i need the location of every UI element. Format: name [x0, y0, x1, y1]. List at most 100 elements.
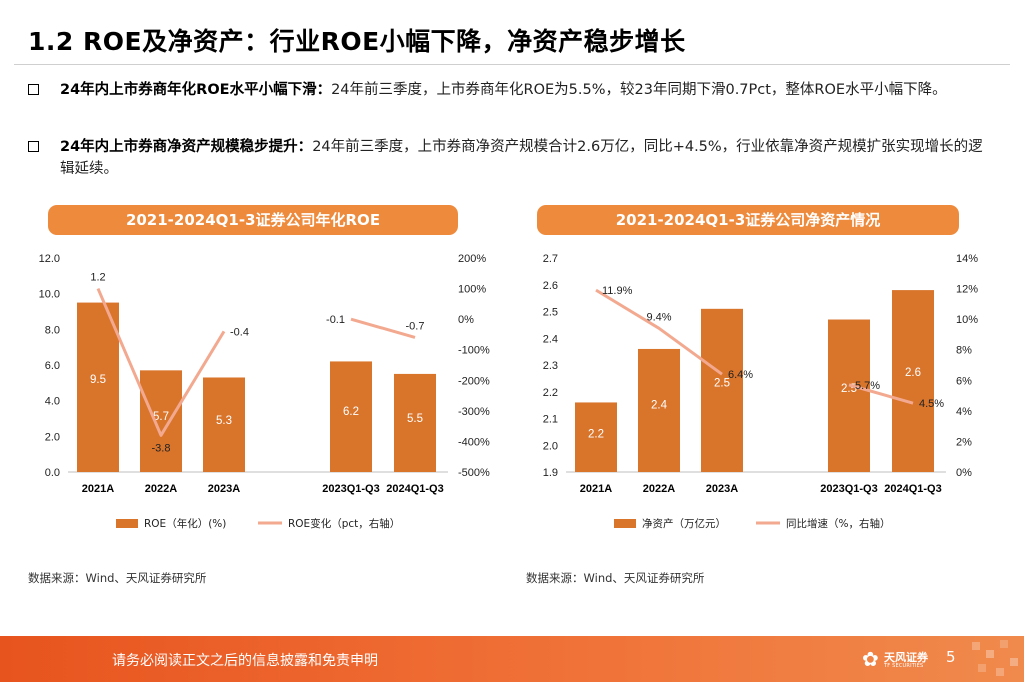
bar [638, 348, 680, 472]
legend-line-label: 同比增速（%，右轴） [786, 517, 890, 530]
left-axis-tick-label: 1.9 [543, 467, 558, 479]
bar-value-label: 2.5 [714, 377, 730, 389]
bar [77, 302, 119, 472]
line-value-label: 5.7% [855, 380, 880, 392]
right-axis-tick-label: -200% [458, 375, 490, 387]
bar [828, 319, 870, 472]
category-label: 2023A [706, 483, 738, 495]
line-value-label: 4.5% [919, 398, 944, 410]
right-axis-tick-label: 8% [956, 345, 972, 357]
bar-value-label: 5.3 [216, 415, 232, 427]
legend-bar-label: ROE（年化）(%) [144, 517, 226, 530]
right-axis-tick-label: 2% [956, 436, 972, 448]
category-label: 2021A [82, 483, 114, 495]
footer-bar: 请务必阅读正文之后的信息披露和免责申明 ✿ 天风证券 TF SECURITIES… [0, 636, 1024, 682]
left-axis-tick-label: 4.0 [45, 396, 60, 408]
left-axis-tick-label: 2.0 [543, 440, 558, 452]
legend-bar-swatch [116, 519, 138, 528]
line-value-label: 6.4% [728, 369, 753, 381]
bullet-lead: 24年内上市券商年化ROE水平小幅下滑： [60, 82, 332, 98]
flower-logo-icon: ✿ [862, 647, 879, 671]
source-note: 数据来源：Wind、天风证券研究所 [28, 571, 207, 585]
line-value-label: 11.9% [602, 285, 633, 297]
left-axis-tick-label: 2.0 [45, 431, 60, 443]
line-value-label: -0.4 [230, 326, 249, 338]
left-axis-tick-label: 2.2 [543, 387, 558, 399]
legend-line-label: ROE变化（pct，右轴） [288, 517, 400, 530]
legend-bar-swatch [614, 519, 636, 528]
right-axis-tick-label: -500% [458, 467, 490, 479]
category-label: 2023A [208, 483, 240, 495]
line-value-label: 1.2 [90, 272, 105, 284]
net-assets-chart-svg: 1.9 2.0 2.1 2.2 2.3 2.4 2.5 2.6 2.7 0% 2% 4% 6% 8% 10%… [543, 253, 979, 530]
bar-value-label: 5.5 [407, 413, 423, 425]
right-axis-tick-label: 200% [458, 253, 486, 265]
checkbox-square-icon [28, 141, 39, 152]
category-label: 2023Q1-Q3 [322, 483, 379, 495]
right-axis-tick-label: -300% [458, 406, 490, 418]
logo-subtitle: TF SECURITIES [884, 663, 924, 669]
left-axis-tick-label: 2.6 [543, 280, 558, 292]
bullet-lead: 24年内上市券商净资产规模稳步提升： [60, 139, 313, 155]
right-axis-tick-label: -400% [458, 436, 490, 448]
right-axis-tick-label: 0% [956, 467, 972, 479]
bullet-roe: 24年内上市券商年化ROE水平小幅下滑：24年前三季度，上市券商年化ROE为5.… [28, 79, 988, 101]
roe-chart-svg: 0.0 2.0 4.0 6.0 8.0 10.0 12.0 -500% -400% -300% -2… [39, 253, 490, 530]
bar-value-label: 5.7 [153, 411, 169, 423]
category-label: 2024Q1-Q3 [386, 483, 443, 495]
company-logo: ✿ 天风证券 TF SECURITIES [862, 646, 954, 676]
line-series [350, 317, 416, 339]
category-label: 2022A [145, 483, 177, 495]
bar [203, 377, 245, 472]
source-note: 数据来源：Wind、天风证券研究所 [526, 571, 705, 585]
right-axis-tick-label: 14% [956, 253, 978, 265]
legend-bar-label: 净资产（万亿元） [642, 517, 726, 530]
chart-header-roe: 2021-2024Q1-3证券公司年化ROE [48, 205, 458, 235]
bar-value-label: 2.2 [588, 429, 604, 441]
bar [330, 361, 372, 472]
line-value-label: -3.8 [152, 442, 171, 454]
left-axis-tick-label: 2.7 [543, 253, 558, 265]
title-divider [14, 64, 1010, 65]
right-axis-tick-label: -100% [458, 345, 490, 357]
line-value-label: -0.7 [406, 320, 425, 332]
bullet-text: 24年前三季度，上市券商年化ROE为5.5%，较23年同期下滑0.7Pct，整体… [331, 82, 947, 98]
line-series [96, 287, 226, 437]
disclaimer-link[interactable]: 请务必阅读正文之后的信息披露和免责申明 [112, 653, 378, 669]
bar [394, 373, 436, 472]
bar [140, 370, 182, 472]
chart-header-net-assets: 2021-2024Q1-3证券公司净资产情况 [537, 205, 959, 235]
roe-chart: 0.0 2.0 4.0 6.0 8.0 10.0 12.0 -500% -400% -300% -2… [28, 244, 498, 544]
category-label: 2024Q1-Q3 [884, 483, 941, 495]
left-axis-tick-label: 0.0 [45, 467, 60, 479]
right-axis-tick-label: 12% [956, 284, 978, 296]
right-axis-tick-label: 100% [458, 284, 486, 296]
bar-value-label: 6.2 [343, 406, 359, 418]
left-axis-tick-label: 6.0 [45, 360, 60, 372]
right-axis-tick-label: 4% [956, 406, 972, 418]
checkbox-square-icon [28, 84, 39, 95]
line-value-label: 9.4% [646, 311, 671, 323]
bar-value-label: 2.4 [651, 399, 668, 411]
left-axis-tick-label: 8.0 [45, 324, 60, 336]
bar-value-label: 9.5 [90, 374, 106, 386]
line-series [595, 288, 723, 376]
page-number: 5 [946, 648, 956, 666]
line-series [848, 383, 914, 405]
left-axis-tick-label: 2.5 [543, 307, 558, 319]
left-axis-tick-label: 10.0 [39, 289, 60, 301]
page-title: 1.2 ROE及净资产：行业ROE小幅下降，净资产稳步增长 [28, 27, 686, 56]
right-axis-tick-label: 0% [458, 314, 474, 326]
left-axis-tick-label: 12.0 [39, 253, 60, 265]
right-axis-tick-label: 6% [956, 375, 972, 387]
logo-name: 天风证券 [884, 651, 928, 664]
category-label: 2022A [643, 483, 675, 495]
category-label: 2023Q1-Q3 [820, 483, 877, 495]
bullet-text: 24年前三季度，上市券商净资产规模合计2.6万亿，同比+4.5%，行业依靠净资产… [60, 139, 983, 177]
right-axis-tick-label: 10% [956, 314, 978, 326]
bar [701, 308, 743, 472]
bar-value-label: 2.6 [905, 367, 921, 379]
left-axis-tick-label: 2.4 [543, 333, 558, 345]
line-value-label: -0.1 [326, 314, 345, 326]
net-assets-chart: 1.9 2.0 2.1 2.2 2.3 2.4 2.5 2.6 2.7 0% 2% 4% 6% 8% 10%… [526, 244, 996, 544]
